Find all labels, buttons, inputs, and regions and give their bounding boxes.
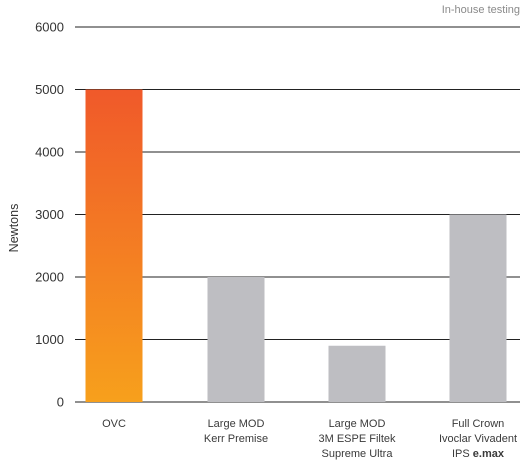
y-tick-label: 0: [57, 395, 64, 410]
category-label-2: Large MOD 3M ESPE Filtek Supreme Ultra: [318, 418, 396, 460]
y-tick-label: 4000: [35, 145, 64, 160]
y-tick-label: 6000: [35, 20, 64, 35]
category-label-1: Large MOD Kerr Premise: [204, 418, 268, 445]
y-tick-label: 2000: [35, 270, 64, 285]
category-label-3: Full Crown Ivoclar Vivadent IPS e.max: [439, 418, 517, 460]
y-tick-label: 1000: [35, 332, 64, 347]
chart-note: In-house testing: [441, 4, 520, 16]
bar-0: [85, 89, 143, 402]
bar-2: [328, 345, 386, 402]
y-axis-label: Newtons: [7, 204, 21, 253]
y-tick-label: 5000: [35, 82, 64, 97]
y-tick-label: 3000: [35, 207, 64, 222]
bar-1: [207, 277, 265, 402]
bar-3: [449, 214, 507, 402]
category-label-0: OVC: [102, 418, 126, 430]
